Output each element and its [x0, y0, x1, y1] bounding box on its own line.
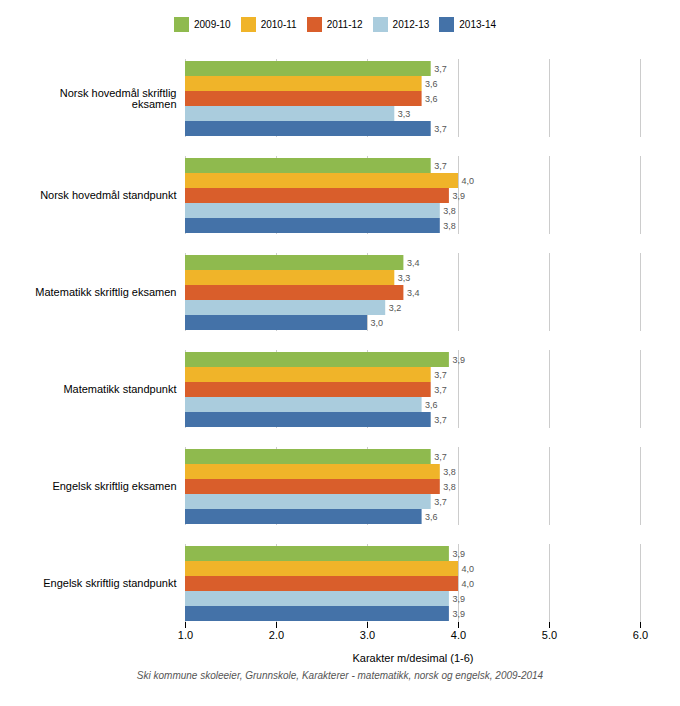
svg-text:3,8: 3,8 — [443, 206, 456, 216]
svg-text:3,3: 3,3 — [398, 273, 411, 283]
svg-text:3,4: 3,4 — [407, 258, 420, 268]
svg-text:4.0: 4.0 — [451, 629, 466, 641]
svg-text:3,8: 3,8 — [443, 221, 456, 231]
svg-text:4,0: 4,0 — [462, 176, 475, 186]
svg-text:3,7: 3,7 — [434, 64, 447, 74]
svg-text:3,8: 3,8 — [443, 482, 456, 492]
svg-text:Norsk hovedmål standpunkt: Norsk hovedmål standpunkt — [40, 189, 176, 201]
svg-text:2.0: 2.0 — [269, 629, 284, 641]
html-text:Ski kommune skoleeier, Grunnsk: Ski kommune skoleeier, Grunnskole, Karak… — [136, 670, 544, 681]
svg-text:5.0: 5.0 — [542, 629, 557, 641]
html-text:2009-10: 2009-10 — [194, 19, 231, 30]
svg-text:3,7: 3,7 — [434, 161, 447, 171]
html-text:2011-12: 2011-12 — [326, 19, 363, 30]
svg-text:Matematikk skriftlig eksamen: Matematikk skriftlig eksamen — [35, 286, 176, 298]
svg-text:3,9: 3,9 — [452, 549, 465, 559]
svg-text:3,7: 3,7 — [434, 415, 447, 425]
svg-text:3,7: 3,7 — [434, 497, 447, 507]
svg-text:6.0: 6.0 — [633, 629, 648, 641]
svg-text:3,8: 3,8 — [443, 467, 456, 477]
svg-text:1.0: 1.0 — [178, 629, 193, 641]
html-text:2013-14: 2013-14 — [459, 19, 496, 30]
svg-text:3,9: 3,9 — [452, 355, 465, 365]
svg-text:Engelsk skriftlig eksamen: Engelsk skriftlig eksamen — [52, 480, 176, 492]
svg-text:3,2: 3,2 — [389, 303, 402, 313]
svg-text:4,0: 4,0 — [462, 564, 475, 574]
svg-text:Karakter m/desimal (1-6): Karakter m/desimal (1-6) — [352, 652, 473, 664]
svg-text:3,9: 3,9 — [452, 594, 465, 604]
svg-text:3,6: 3,6 — [425, 512, 438, 522]
svg-text:3,7: 3,7 — [434, 385, 447, 395]
svg-text:3,7: 3,7 — [434, 124, 447, 134]
svg-text:3,7: 3,7 — [434, 370, 447, 380]
html-text:2012-13: 2012-13 — [392, 19, 430, 30]
svg-text:3,4: 3,4 — [407, 288, 420, 298]
svg-text:3,6: 3,6 — [425, 400, 438, 410]
svg-text:3,9: 3,9 — [452, 191, 465, 201]
svg-text:Matematikk standpunkt: Matematikk standpunkt — [63, 383, 176, 395]
svg-text:3,6: 3,6 — [425, 94, 438, 104]
svg-text:Norsk hovedmål skriftligeksame: Norsk hovedmål skriftligeksamen — [60, 87, 177, 110]
svg-text:4,0: 4,0 — [462, 579, 475, 589]
svg-text:3,7: 3,7 — [434, 452, 447, 462]
svg-text:3,6: 3,6 — [425, 79, 438, 89]
svg-text:3,9: 3,9 — [452, 609, 465, 619]
html-text:2010-11: 2010-11 — [260, 19, 297, 30]
svg-text:3,3: 3,3 — [398, 109, 411, 119]
svg-text:3.0: 3.0 — [360, 629, 375, 641]
svg-text:Engelsk skriftlig standpunkt: Engelsk skriftlig standpunkt — [43, 577, 176, 589]
svg-text:3,0: 3,0 — [371, 318, 384, 328]
